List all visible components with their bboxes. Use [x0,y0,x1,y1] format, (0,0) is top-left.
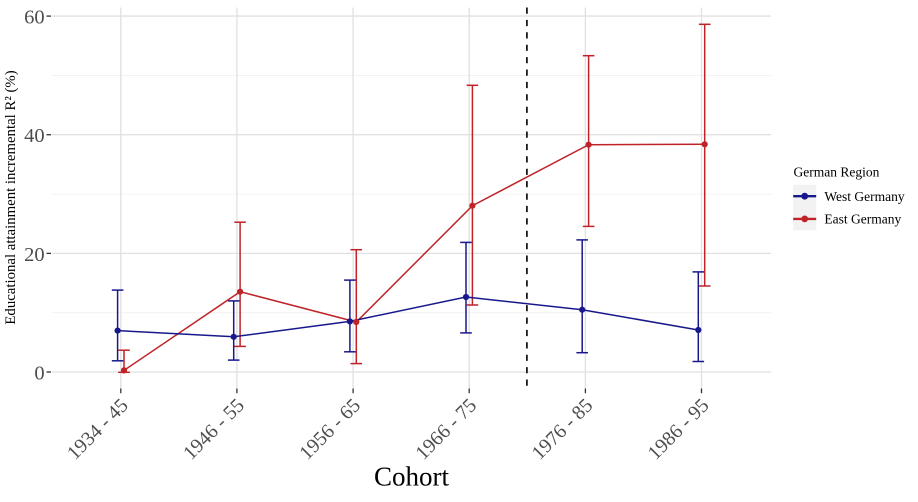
svg-text:German Region: German Region [794,165,880,180]
svg-text:0: 0 [34,362,44,384]
svg-text:Educational attainment increme: Educational attainment incremental R² (%… [3,70,19,324]
svg-text:40: 40 [24,125,45,147]
svg-text:60: 60 [24,7,45,29]
svg-text:Cohort: Cohort [374,461,450,491]
svg-text:West Germany: West Germany [824,189,905,204]
svg-text:20: 20 [24,244,45,266]
svg-text:East Germany: East Germany [824,212,901,227]
